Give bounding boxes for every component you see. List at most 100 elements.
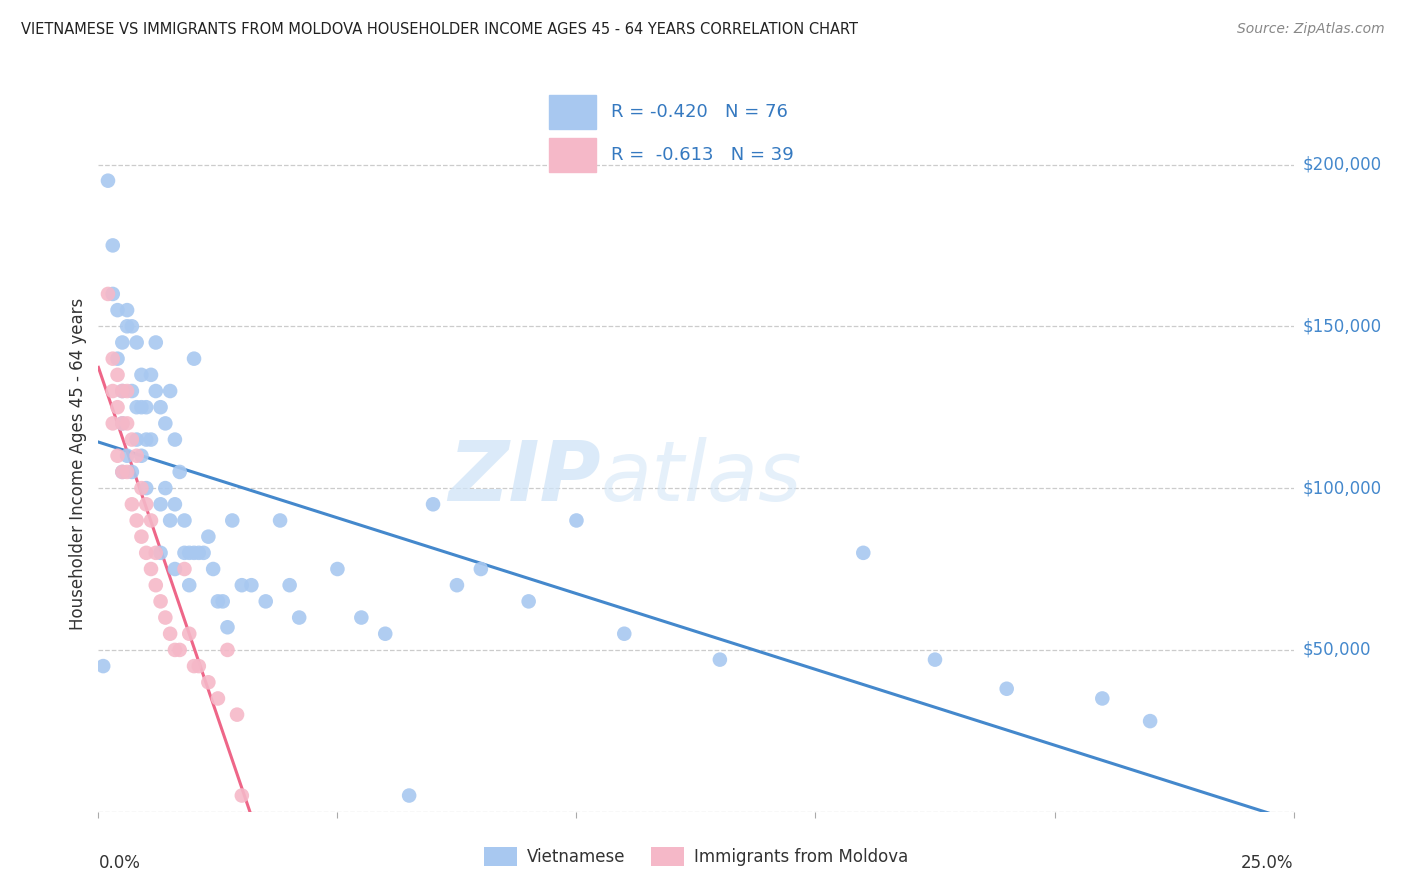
- Point: [139, 562, 162, 576]
- Point: [107, 368, 129, 382]
- Point: [111, 417, 134, 431]
- Point: [139, 513, 162, 527]
- Point: [159, 513, 181, 527]
- Point: [125, 401, 148, 415]
- Point: [197, 530, 219, 544]
- Point: [187, 546, 209, 560]
- Point: [135, 546, 157, 560]
- Point: [179, 578, 201, 592]
- Point: [169, 643, 191, 657]
- Point: [115, 449, 138, 463]
- Point: [135, 481, 157, 495]
- Point: [121, 465, 143, 479]
- Point: [149, 497, 172, 511]
- Point: [202, 562, 225, 576]
- Point: [709, 652, 731, 666]
- Point: [211, 594, 233, 608]
- Point: [288, 610, 311, 624]
- Point: [269, 513, 291, 527]
- Point: [565, 513, 588, 527]
- Y-axis label: Householder Income Ages 45 - 64 years: Householder Income Ages 45 - 64 years: [69, 298, 87, 630]
- Point: [91, 659, 114, 673]
- Point: [111, 384, 134, 398]
- Point: [101, 417, 124, 431]
- Point: [135, 401, 157, 415]
- Point: [217, 620, 239, 634]
- Point: [145, 546, 167, 560]
- Point: [101, 351, 124, 366]
- Point: [111, 335, 134, 350]
- Point: [852, 546, 875, 560]
- Point: [155, 610, 177, 624]
- Point: [149, 594, 172, 608]
- Text: R = -0.420   N = 76: R = -0.420 N = 76: [612, 103, 787, 121]
- Text: ZIP: ZIP: [447, 437, 600, 518]
- Text: Source: ZipAtlas.com: Source: ZipAtlas.com: [1237, 22, 1385, 37]
- Text: $50,000: $50,000: [1303, 641, 1372, 659]
- Point: [125, 449, 148, 463]
- Point: [131, 481, 153, 495]
- Point: [995, 681, 1018, 696]
- Point: [197, 675, 219, 690]
- Point: [187, 659, 209, 673]
- Point: [121, 433, 143, 447]
- Text: $100,000: $100,000: [1303, 479, 1382, 497]
- Point: [101, 238, 124, 252]
- Point: [131, 449, 153, 463]
- Text: $200,000: $200,000: [1303, 155, 1382, 174]
- Point: [145, 384, 167, 398]
- Point: [131, 401, 153, 415]
- Point: [924, 652, 946, 666]
- Point: [422, 497, 444, 511]
- Point: [111, 384, 134, 398]
- Point: [145, 335, 167, 350]
- Point: [115, 303, 138, 318]
- Point: [159, 626, 181, 640]
- Point: [121, 319, 143, 334]
- Point: [169, 465, 191, 479]
- Point: [173, 513, 195, 527]
- Point: [231, 578, 253, 592]
- Point: [173, 562, 195, 576]
- Point: [135, 433, 157, 447]
- Point: [183, 659, 205, 673]
- Point: [374, 626, 396, 640]
- Point: [207, 691, 229, 706]
- Legend: Vietnamese, Immigrants from Moldova: Vietnamese, Immigrants from Moldova: [477, 840, 915, 873]
- Point: [173, 546, 195, 560]
- Point: [107, 449, 129, 463]
- Point: [179, 626, 201, 640]
- Point: [115, 319, 138, 334]
- Point: [115, 417, 138, 431]
- Point: [121, 384, 143, 398]
- Point: [470, 562, 492, 576]
- Point: [139, 368, 162, 382]
- Point: [217, 643, 239, 657]
- Point: [125, 513, 148, 527]
- Point: [149, 546, 172, 560]
- Point: [131, 530, 153, 544]
- Point: [125, 433, 148, 447]
- Point: [163, 497, 186, 511]
- Point: [240, 578, 263, 592]
- Point: [101, 287, 124, 301]
- Text: atlas: atlas: [600, 437, 801, 518]
- Point: [231, 789, 253, 803]
- Point: [111, 465, 134, 479]
- Text: VIETNAMESE VS IMMIGRANTS FROM MOLDOVA HOUSEHOLDER INCOME AGES 45 - 64 YEARS CORR: VIETNAMESE VS IMMIGRANTS FROM MOLDOVA HO…: [21, 22, 858, 37]
- Point: [131, 368, 153, 382]
- Point: [145, 578, 167, 592]
- Point: [179, 546, 201, 560]
- Point: [446, 578, 468, 592]
- Point: [163, 433, 186, 447]
- Point: [111, 417, 134, 431]
- Bar: [548, 138, 596, 172]
- Point: [350, 610, 373, 624]
- Point: [163, 643, 186, 657]
- Point: [226, 707, 249, 722]
- Text: 25.0%: 25.0%: [1241, 854, 1294, 871]
- Point: [221, 513, 243, 527]
- Text: R =  -0.613   N = 39: R = -0.613 N = 39: [612, 146, 794, 164]
- Point: [149, 401, 172, 415]
- Point: [155, 481, 177, 495]
